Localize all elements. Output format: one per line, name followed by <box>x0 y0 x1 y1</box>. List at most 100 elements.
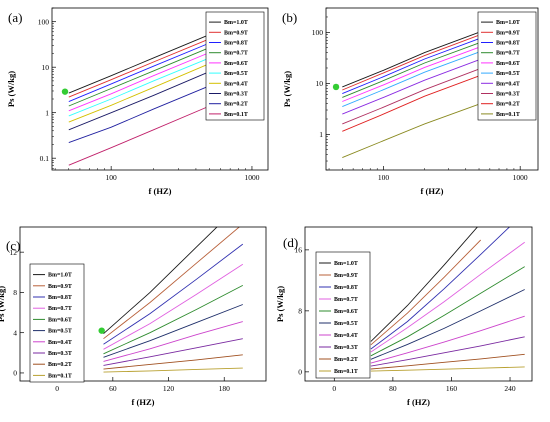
series-line-6 <box>103 321 243 362</box>
x-tick-label: 60 <box>109 384 117 393</box>
y-tick-label: 10 <box>42 63 50 72</box>
series-line-0 <box>370 227 478 342</box>
legend-entry: Bm=0.8T <box>224 41 248 47</box>
legend: Bm=1.0T Bm=0.9T Bm=0.8T Bm=0.7T Bm=0.6T Bm=0.… <box>205 11 265 121</box>
x-tick-label: 0 <box>55 384 59 393</box>
series-line-2 <box>103 243 244 345</box>
legend: Bm=1.0T Bm=0.9T Bm=0.8T Bm=0.7T Bm=0.6T Bm=0.… <box>29 263 85 383</box>
panel-label: (c) <box>6 238 20 253</box>
legend-entry: Bm=0.4T <box>334 333 358 339</box>
legend-entry: Bm=0.9T <box>496 30 520 36</box>
x-tick-label: 180 <box>219 384 231 393</box>
x-axis-title: f (HZ) <box>421 186 444 196</box>
legend-entry: Bm=0.6T <box>496 61 520 67</box>
x-axis-title: f (HZ) <box>407 397 430 407</box>
x-tick-label: 120 <box>163 384 175 393</box>
start-marker <box>332 83 340 91</box>
legend-entry: Bm=0.3T <box>334 345 358 351</box>
legend-entry: Bm=0.4T <box>48 340 72 346</box>
series-line-7 <box>103 338 243 366</box>
legend-entry: Bm=0.5T <box>48 329 72 335</box>
series-lines <box>370 227 525 372</box>
legend-entry: Bm=0.7T <box>334 297 358 303</box>
legend-entry: Bm=0.8T <box>496 41 520 47</box>
series-line-6 <box>370 315 525 364</box>
y-tick-label: 1 <box>45 108 49 117</box>
x-tick-label: 100 <box>378 173 390 182</box>
y-tick-label: 16 <box>295 245 303 254</box>
legend-entry: Bm=0.2T <box>334 357 358 363</box>
legend-box <box>315 251 371 379</box>
y-tick-label: 0 <box>298 367 302 376</box>
legend-entry: Bm=0.9T <box>224 30 248 36</box>
legend-box <box>477 11 537 121</box>
panel-label: (d) <box>283 235 298 250</box>
series-line-9 <box>370 366 525 372</box>
series-line-3 <box>370 241 525 353</box>
series-line-0 <box>103 227 218 335</box>
y-axis-title: Ps (W/kg) <box>0 286 6 322</box>
series-line-4 <box>103 285 244 355</box>
x-tick-label: 160 <box>446 384 458 393</box>
legend-entry: Bm=0.7T <box>224 51 248 57</box>
series-line-9 <box>103 367 243 373</box>
x-tick-label: 1000 <box>513 173 528 182</box>
series-line-8 <box>103 354 243 370</box>
start-marker <box>98 327 105 334</box>
legend-entry: Bm=0.1T <box>48 373 72 379</box>
series-line-5 <box>103 304 243 358</box>
legend-entry: Bm=0.2T <box>224 102 248 108</box>
plot-frame <box>325 7 539 171</box>
legend-entry: Bm=0.8T <box>334 285 358 291</box>
series-line-1 <box>103 227 240 340</box>
legend-entry: Bm=0.3T <box>48 351 72 357</box>
y-tick-label: 8 <box>13 288 17 297</box>
x-axis-title: f (HZ) <box>132 397 155 407</box>
legend-entry: Bm=0.4T <box>224 81 248 87</box>
legend-entry: Bm=0.5T <box>224 71 248 77</box>
legend-entry: Bm=0.3T <box>496 92 520 98</box>
y-tick-label: 100 <box>38 17 50 26</box>
legend-box <box>29 263 85 383</box>
x-axis-title: f (HZ) <box>149 186 172 196</box>
x-tick-label: 240 <box>504 384 516 393</box>
legend-entry: Bm=0.1T <box>224 112 248 118</box>
legend-entry: Bm=1.0T <box>48 273 72 279</box>
legend-entry: Bm=0.2T <box>496 102 520 108</box>
start-marker <box>61 88 69 95</box>
y-tick-label: 0 <box>13 369 17 378</box>
y-tick-label: 12 <box>10 248 18 257</box>
y-tick-label: 4 <box>13 328 17 337</box>
plot-frame <box>304 226 533 382</box>
series-line-4 <box>370 266 525 357</box>
legend-entry: Bm=0.1T <box>496 112 520 118</box>
legend-entry: Bm=0.9T <box>48 284 72 290</box>
series-line-1 <box>370 239 482 346</box>
chart-panel: 100 1000 0.1 1 10 100 f (HZ) Ps (W/kg) (a) Bm=1.0… <box>6 7 269 196</box>
y-tick-label: 8 <box>298 306 302 315</box>
legend-entry: Bm=0.4T <box>496 81 520 87</box>
y-axis-title: Ps (W/kg) <box>282 71 292 107</box>
legend-entry: Bm=0.9T <box>334 273 358 279</box>
chart-panel: 0 60 120 180 0 4 8 12 f (HZ) Ps (W/kg) (c) Bm=1.0T B… <box>0 226 267 407</box>
x-tick-label: 100 <box>106 173 118 182</box>
legend-entry: Bm=0.8T <box>48 295 72 301</box>
legend-entry: Bm=0.5T <box>334 321 358 327</box>
y-tick-label: 10 <box>316 79 324 88</box>
panel-label: (b) <box>282 10 297 25</box>
panel-label: (a) <box>8 10 22 25</box>
legend: Bm=1.0T Bm=0.9T Bm=0.8T Bm=0.7T Bm=0.6T Bm=0.… <box>315 251 371 379</box>
x-tick-label: 1000 <box>244 173 259 182</box>
legend-entry: Bm=0.5T <box>496 71 520 77</box>
legend-entry: Bm=0.6T <box>334 309 358 315</box>
legend-entry: Bm=0.3T <box>224 92 248 98</box>
legend-entry: Bm=1.0T <box>334 261 358 267</box>
y-tick-label: 1 <box>319 130 323 139</box>
legend-entry: Bm=1.0T <box>496 20 520 26</box>
series-line-8 <box>370 353 525 370</box>
y-axis-title: Ps (W/kg) <box>6 71 16 107</box>
legend-entry: Bm=0.6T <box>48 317 72 323</box>
